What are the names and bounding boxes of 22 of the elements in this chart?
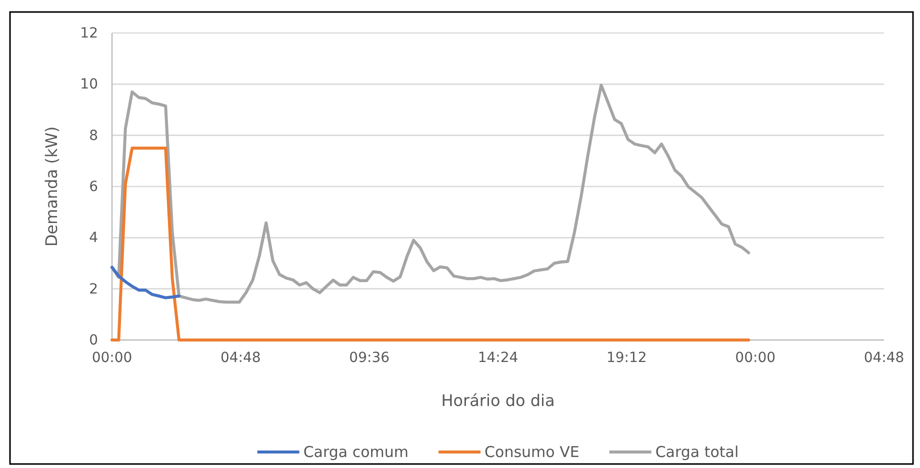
y-tick-label: 8	[89, 128, 98, 144]
line-series	[110, 266, 181, 300]
y-tick-label: 2	[89, 281, 98, 298]
x-axis-title: Horário do dia	[441, 391, 555, 410]
y-tick-label: 6	[89, 178, 98, 195]
x-tick-label: 14:24	[478, 350, 518, 366]
legend-label: Carga total	[655, 443, 739, 461]
legend-label: Consumo VE	[484, 443, 580, 461]
y-axis-title: Demanda (kW)	[42, 126, 61, 247]
x-tick-label: 04:48	[864, 350, 904, 366]
line-series	[110, 84, 750, 304]
line-series	[110, 146, 750, 342]
x-tick-label: 00:00	[735, 350, 776, 366]
x-tick-label: 19:12	[606, 350, 647, 366]
y-tick-label: 10	[80, 76, 98, 93]
y-tick-label: 4	[89, 230, 98, 246]
y-tick-label: 12	[80, 25, 98, 42]
x-tick-label: 00:00	[92, 350, 132, 366]
x-tick-label: 09:36	[349, 350, 390, 366]
y-tick-label: 0	[89, 332, 98, 348]
legend-label: Carga comum	[303, 443, 409, 461]
x-tick-label: 04:48	[220, 350, 261, 366]
